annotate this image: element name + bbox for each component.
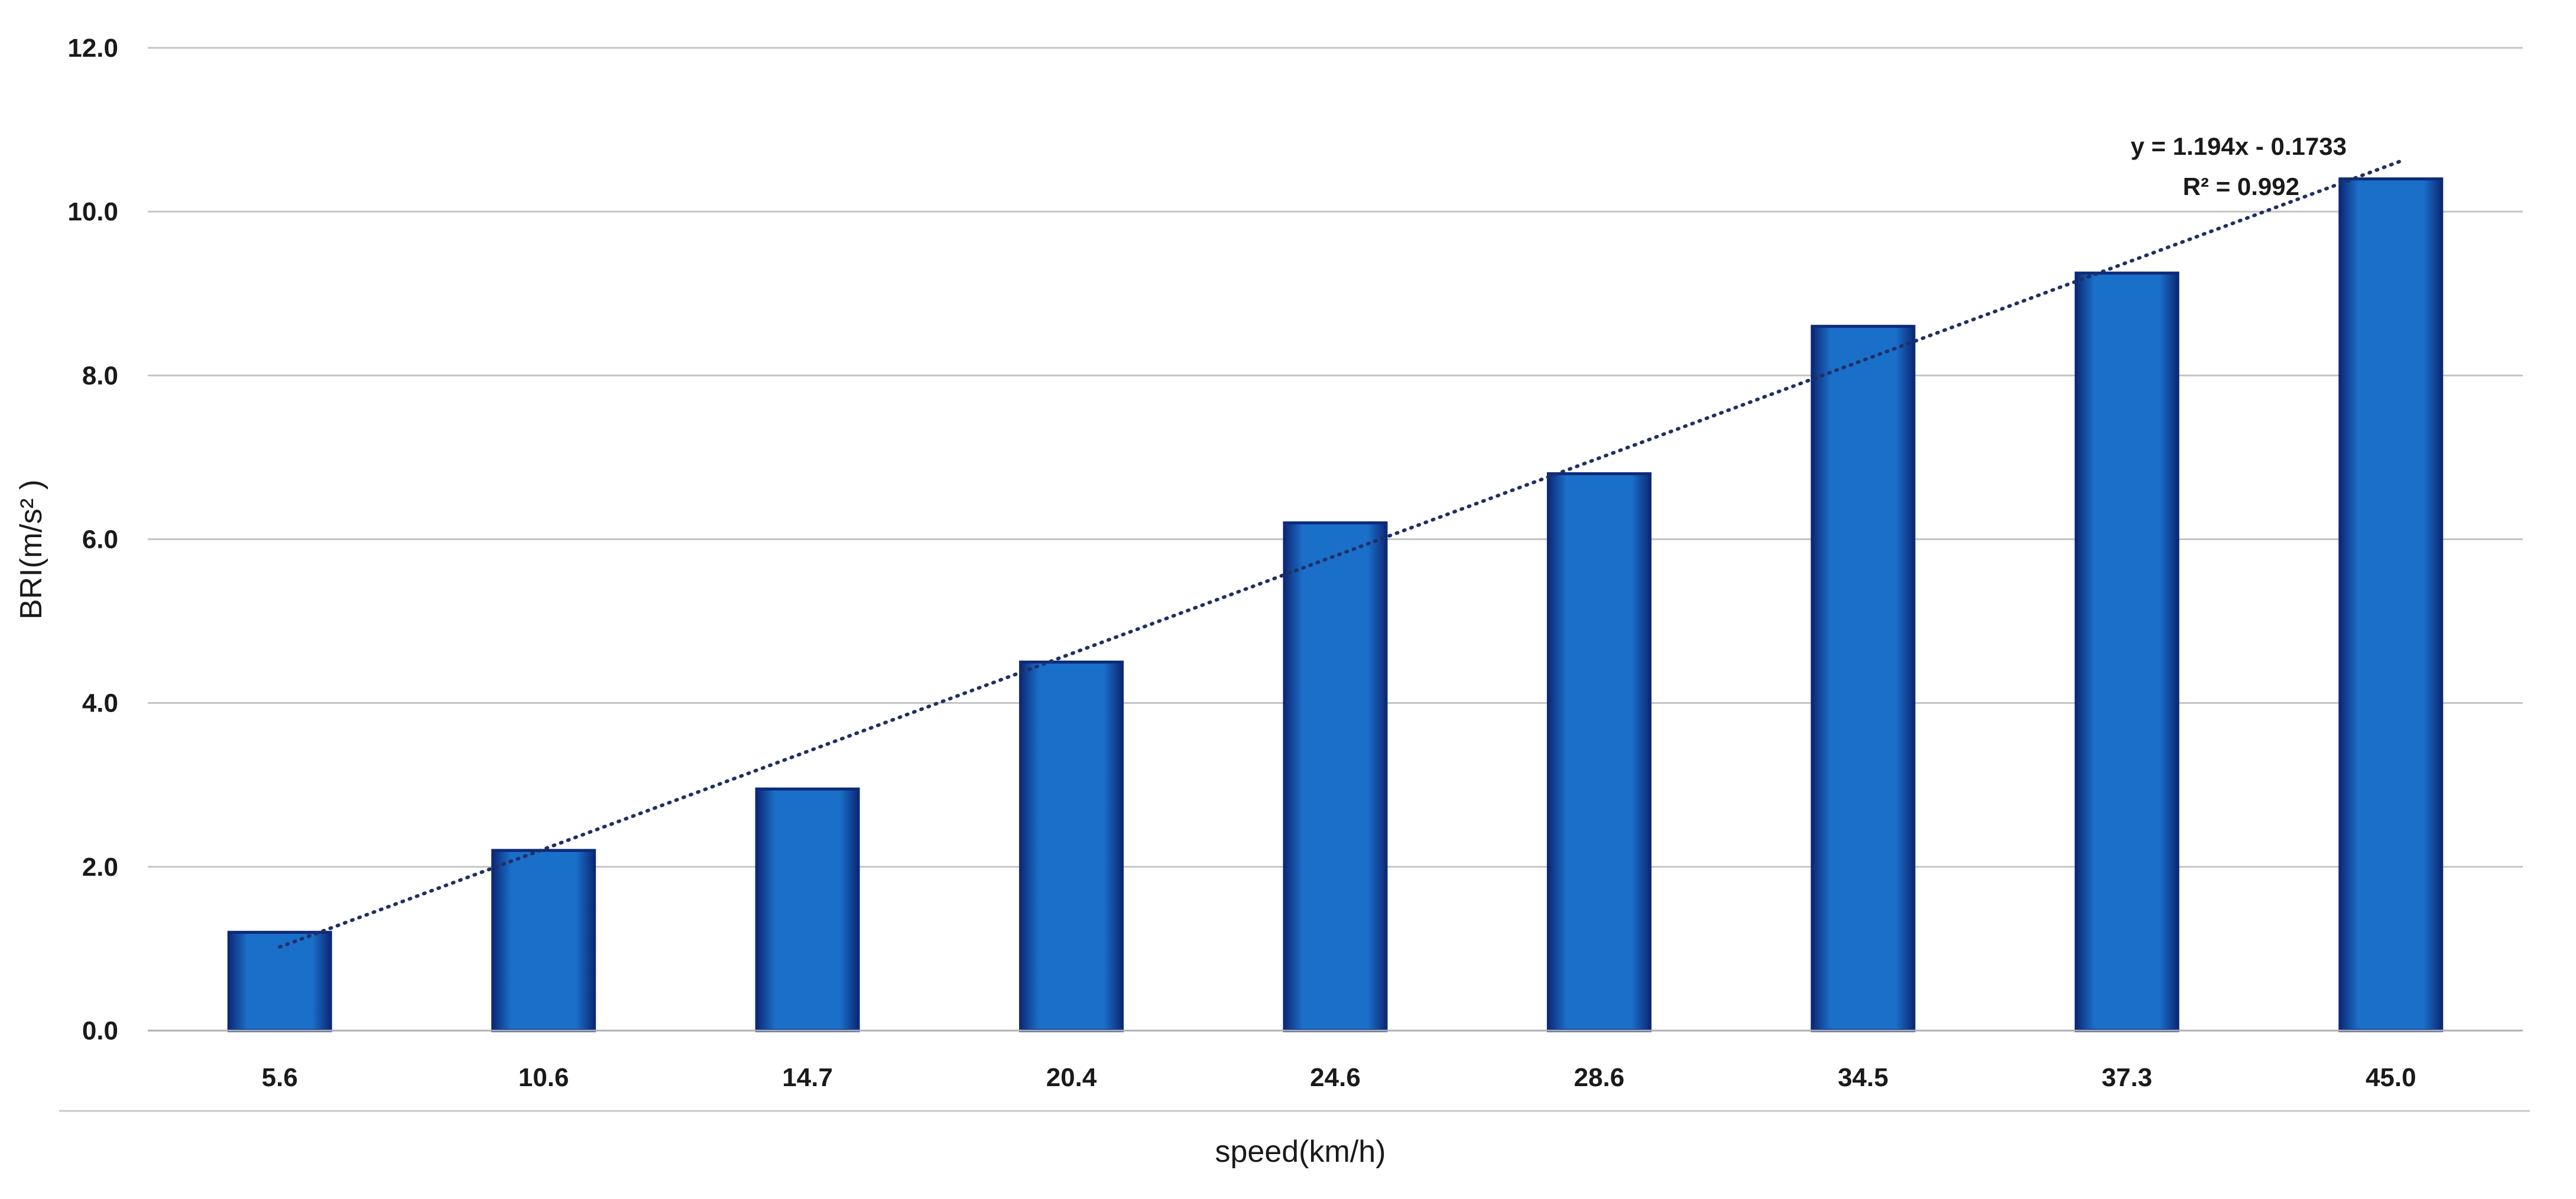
trendline-group [278, 158, 2406, 949]
x-axis-ticks: 5.6 10.6 14.7 20.4 24.6 28.6 34.5 37.3 45.0 [262, 1063, 2416, 1092]
bar [1019, 660, 1124, 1032]
bar [1811, 324, 1916, 1032]
x-tick-label: 10.6 [518, 1063, 569, 1092]
y-axis-title: BRI(m/s² ) [14, 480, 48, 620]
bar [1283, 521, 1388, 1032]
x-tick-label: 14.7 [782, 1063, 833, 1092]
bars [148, 177, 2523, 1032]
x-tick-label: 45.0 [2366, 1063, 2416, 1092]
y-tick-label: 8.0 [82, 361, 118, 390]
trendline-equation: y = 1.194x - 0.1733 [2131, 132, 2347, 160]
x-tick-label: 24.6 [1310, 1063, 1361, 1092]
y-tick-label: 0.0 [82, 1016, 118, 1045]
x-tick-label: 5.6 [262, 1063, 298, 1092]
y-tick-label: 4.0 [82, 689, 118, 718]
trendline [278, 158, 2406, 949]
x-axis-title: speed(km/h) [1215, 1135, 1386, 1169]
x-tick-label: 37.3 [2102, 1063, 2153, 1092]
y-tick-label: 12.0 [67, 34, 118, 63]
x-tick-label: 20.4 [1046, 1063, 1097, 1092]
bar [2074, 271, 2179, 1032]
trendline-r-squared: R² = 0.992 [2183, 173, 2299, 200]
y-axis-ticks: 0.0 2.0 4.0 6.0 8.0 10.0 12.0 [67, 34, 118, 1045]
x-tick-label: 34.5 [1838, 1063, 1889, 1092]
bar [1546, 472, 1652, 1032]
bar [491, 849, 596, 1032]
x-tick-label: 28.6 [1574, 1063, 1625, 1092]
y-tick-label: 2.0 [82, 853, 118, 882]
bar [755, 787, 860, 1032]
bar [2338, 177, 2444, 1032]
y-tick-label: 6.0 [82, 525, 118, 554]
y-tick-label: 10.0 [67, 197, 118, 226]
